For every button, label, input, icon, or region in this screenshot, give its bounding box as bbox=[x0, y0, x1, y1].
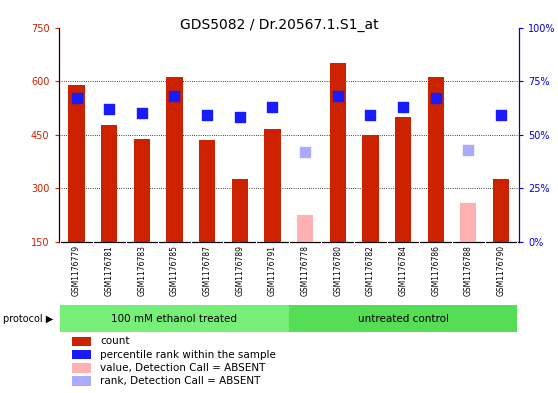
Text: GSM1176789: GSM1176789 bbox=[235, 245, 244, 296]
Text: GSM1176791: GSM1176791 bbox=[268, 245, 277, 296]
Bar bbox=[73, 336, 91, 346]
Point bbox=[137, 110, 146, 116]
Text: GSM1176781: GSM1176781 bbox=[105, 245, 114, 296]
Point bbox=[431, 95, 440, 101]
Bar bbox=[166, 77, 182, 242]
Bar bbox=[493, 179, 509, 242]
Point bbox=[235, 114, 244, 121]
Text: GSM1176788: GSM1176788 bbox=[464, 245, 473, 296]
Point bbox=[464, 147, 473, 153]
Text: GSM1176784: GSM1176784 bbox=[398, 245, 407, 296]
Bar bbox=[199, 140, 215, 242]
Point bbox=[398, 104, 407, 110]
Bar bbox=[73, 376, 91, 386]
Bar bbox=[362, 135, 378, 242]
Bar bbox=[101, 125, 117, 242]
Text: GSM1176790: GSM1176790 bbox=[497, 245, 506, 296]
Point bbox=[72, 95, 81, 101]
Text: percentile rank within the sample: percentile rank within the sample bbox=[100, 350, 276, 360]
Text: 100 mM ethanol treated: 100 mM ethanol treated bbox=[112, 314, 238, 324]
Bar bbox=[73, 363, 91, 373]
Text: rank, Detection Call = ABSENT: rank, Detection Call = ABSENT bbox=[100, 376, 261, 386]
Bar bbox=[460, 204, 477, 242]
Bar bbox=[134, 139, 150, 242]
Bar bbox=[69, 84, 85, 242]
Text: untreated control: untreated control bbox=[358, 314, 449, 324]
Text: value, Detection Call = ABSENT: value, Detection Call = ABSENT bbox=[100, 363, 266, 373]
Point bbox=[301, 149, 310, 155]
Text: GSM1176780: GSM1176780 bbox=[333, 245, 342, 296]
Text: count: count bbox=[100, 336, 129, 346]
Text: GSM1176779: GSM1176779 bbox=[72, 245, 81, 296]
Bar bbox=[395, 117, 411, 242]
Bar bbox=[232, 178, 248, 242]
Text: GSM1176786: GSM1176786 bbox=[431, 245, 440, 296]
Bar bbox=[60, 305, 288, 332]
Point bbox=[497, 112, 506, 118]
Text: GSM1176783: GSM1176783 bbox=[137, 245, 146, 296]
Bar bbox=[427, 77, 444, 242]
Point bbox=[203, 112, 211, 118]
Point bbox=[366, 112, 375, 118]
Bar bbox=[297, 215, 313, 242]
Bar bbox=[73, 350, 91, 359]
Text: GSM1176782: GSM1176782 bbox=[366, 245, 375, 296]
Bar bbox=[264, 129, 281, 242]
Bar bbox=[288, 305, 517, 332]
Point bbox=[105, 106, 114, 112]
Text: GSM1176785: GSM1176785 bbox=[170, 245, 179, 296]
Text: GSM1176787: GSM1176787 bbox=[203, 245, 211, 296]
Text: GDS5082 / Dr.20567.1.S1_at: GDS5082 / Dr.20567.1.S1_at bbox=[180, 18, 378, 32]
Text: GSM1176778: GSM1176778 bbox=[301, 245, 310, 296]
Point bbox=[333, 93, 342, 99]
Bar bbox=[330, 63, 346, 242]
Text: protocol ▶: protocol ▶ bbox=[3, 314, 53, 324]
Point bbox=[268, 104, 277, 110]
Point bbox=[170, 93, 179, 99]
